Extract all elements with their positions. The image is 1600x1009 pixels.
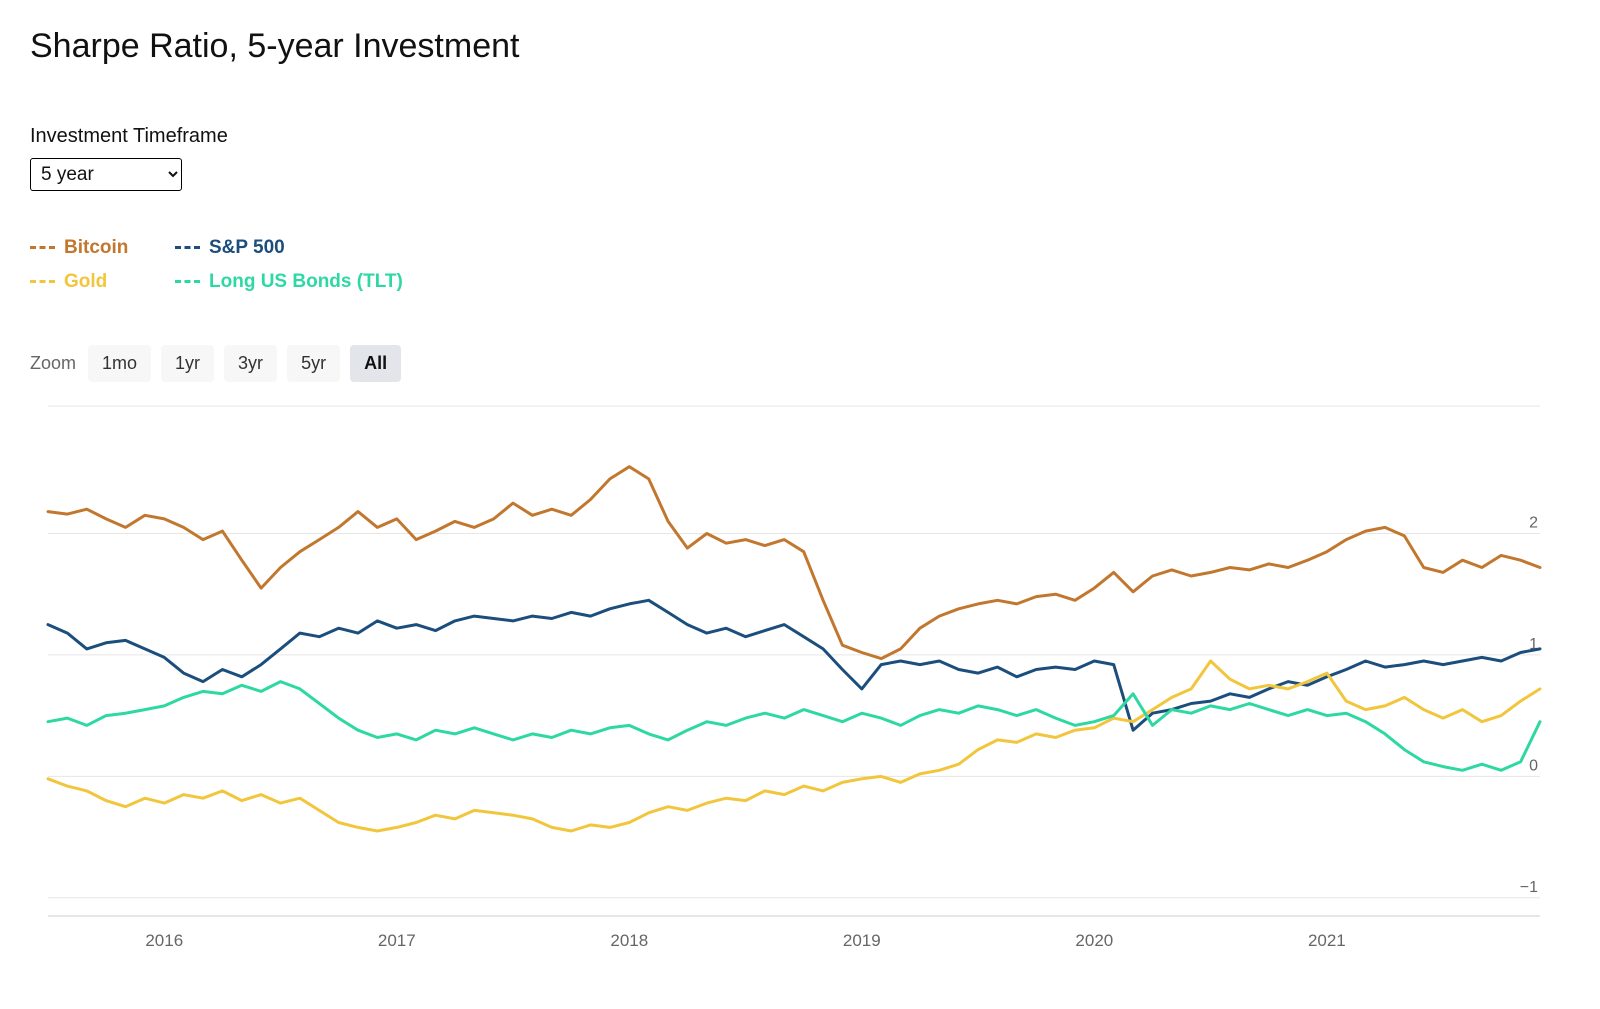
series-dash-icon — [175, 246, 200, 250]
series-line-bitcoin[interactable] — [46, 464, 1542, 660]
series-dash-icon — [30, 280, 55, 284]
legend-label: S&P 500 — [209, 236, 285, 258]
x-axis-label: 2017 — [378, 931, 416, 950]
y-axis-label: −1 — [1520, 879, 1538, 896]
timeframe-label: Investment Timeframe — [30, 124, 228, 147]
y-axis-label: 0 — [1529, 757, 1538, 774]
legend-item-gold[interactable]: Gold — [30, 271, 175, 293]
x-axis-label: 2018 — [610, 931, 648, 950]
zoom-button-1yr[interactable]: 1yr — [161, 344, 215, 382]
zoom-toolbar: Zoom 1mo 1yr 3yr 5yr All — [30, 344, 1600, 382]
legend-label: Bitcoin — [64, 236, 129, 258]
zoom-button-5yr[interactable]: 5yr — [287, 344, 341, 382]
legend-item-long-us-bonds-tlt[interactable]: Long US Bonds (TLT) — [175, 271, 403, 293]
legend-label: Long US Bonds (TLT) — [209, 270, 403, 292]
x-axis-label: 2020 — [1075, 931, 1113, 950]
series-line-s-p-500[interactable] — [46, 598, 1542, 732]
zoom-buttons-group: 1mo 1yr 3yr 5yr All — [88, 344, 411, 382]
sharpe-ratio-chart[interactable]: 2 1 0 −1 2016 2017 2018 2019 2020 2021 — [0, 404, 1600, 1000]
zoom-label: Zoom — [30, 352, 77, 373]
zoom-button-3yr[interactable]: 3yr — [224, 344, 278, 382]
y-axis-label: 1 — [1529, 636, 1538, 653]
x-axis-label: 2016 — [145, 931, 183, 950]
legend-item-s-p-500[interactable]: S&P 500 — [175, 237, 403, 259]
series-line-long-us-bonds-tlt[interactable] — [46, 679, 1542, 772]
series-dash-icon — [30, 246, 55, 250]
x-axis-label: 2021 — [1308, 931, 1346, 950]
x-axis-label: 2019 — [843, 931, 881, 950]
chart-legend: Bitcoin S&P 500 Gold Long US Bonds (TLT) — [30, 237, 403, 293]
series-line-gold[interactable] — [46, 659, 1542, 833]
timeframe-select[interactable]: 5 year — [30, 157, 182, 191]
y-axis-label: 2 — [1529, 514, 1538, 531]
legend-label: Gold — [64, 270, 108, 292]
page-title: Sharpe Ratio, 5-year Investment — [30, 27, 520, 65]
zoom-button-all[interactable]: All — [350, 344, 402, 382]
legend-item-bitcoin[interactable]: Bitcoin — [30, 237, 175, 259]
series-dash-icon — [175, 280, 200, 284]
zoom-button-1mo[interactable]: 1mo — [88, 344, 152, 382]
